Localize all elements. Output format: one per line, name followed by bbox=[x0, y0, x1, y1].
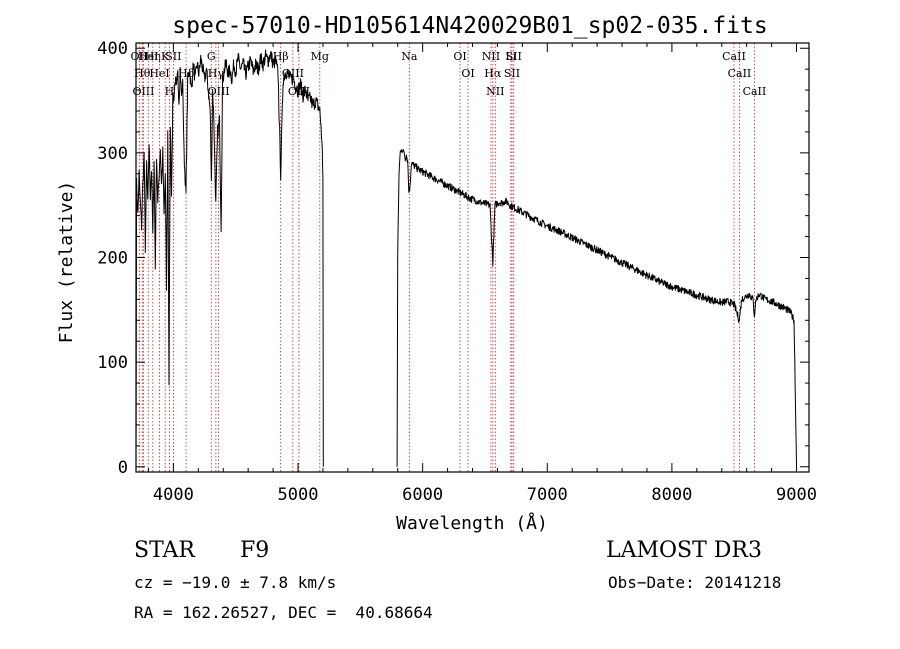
plot-frame bbox=[135, 42, 810, 473]
y-tick-label: 400 bbox=[97, 39, 128, 59]
line-marker-label: NII bbox=[486, 85, 504, 98]
line-marker-label: Hα bbox=[484, 67, 502, 80]
line-marker-label: G bbox=[207, 50, 216, 63]
line-marker-label: OIII bbox=[208, 85, 230, 98]
x-tick-label: 5000 bbox=[278, 485, 319, 505]
y-tick-label: 200 bbox=[97, 249, 128, 269]
x-tick-label: 7000 bbox=[527, 485, 568, 505]
line-marker-label: Na bbox=[401, 50, 418, 63]
line-marker-label: OI bbox=[453, 50, 466, 63]
spectrum-series bbox=[135, 49, 797, 467]
line-marker-label: CaII bbox=[722, 50, 746, 63]
line-marker-label: NII bbox=[482, 50, 500, 63]
chart-title: spec-57010-HD105614N420029B01_sp02-035.f… bbox=[172, 13, 767, 39]
line-marker-label: SII bbox=[504, 67, 520, 80]
y-axis-ticks: 0 100 200 300 400 bbox=[97, 39, 809, 478]
spectrum-segment-2 bbox=[396, 148, 797, 467]
line-marker-label: Mg bbox=[311, 50, 329, 63]
line-marker-label: CaII bbox=[728, 67, 752, 80]
line-marker-label: K bbox=[161, 50, 170, 63]
line-marker-label: SII bbox=[506, 50, 522, 63]
line-marker-label: Hη bbox=[145, 50, 161, 63]
line-marker-label: OII bbox=[131, 50, 149, 63]
line-marker-label: HeI bbox=[149, 67, 169, 80]
y-tick-label: 100 bbox=[97, 353, 128, 373]
line-marker-label: HeI bbox=[138, 50, 158, 63]
y-tick-label: 0 bbox=[118, 458, 128, 478]
line-marker-label: Li bbox=[505, 50, 516, 63]
y-tick-label: 300 bbox=[97, 144, 128, 164]
x-tick-label: 6000 bbox=[402, 485, 443, 505]
survey-name: LAMOST DR3 bbox=[606, 538, 762, 563]
line-marker-label: SII bbox=[165, 50, 181, 63]
redshift-velocity: cz = −19.0 ± 7.8 km/s bbox=[134, 573, 337, 592]
line-marker-label: OIII bbox=[132, 85, 154, 98]
line-marker-label: Hθ bbox=[134, 67, 151, 80]
emission-line-markers: OIIHθOIIIHeIHηHeIKHSIIHδGHγOIIIHβOIIIOII… bbox=[131, 43, 767, 472]
x-axis-label: Wavelength (Å) bbox=[396, 512, 548, 534]
object-class: STAR bbox=[134, 538, 195, 563]
observation-date: Obs−Date: 20141218 bbox=[608, 573, 782, 592]
line-marker-label: CaII bbox=[743, 85, 767, 98]
sky-coordinates: RA = 162.26527, DEC = 40.68664 bbox=[134, 603, 433, 622]
y-axis-label: Flux (relative) bbox=[56, 181, 77, 344]
x-tick-label: 9000 bbox=[776, 485, 817, 505]
x-axis-ticks: 4000 5000 6000 7000 8000 9000 bbox=[147, 43, 817, 505]
line-marker-label: H bbox=[165, 85, 175, 98]
line-marker-label: OI bbox=[461, 67, 474, 80]
x-tick-label: 4000 bbox=[153, 485, 194, 505]
spectrum-segment-1 bbox=[135, 49, 324, 467]
line-marker-label: Hγ bbox=[208, 67, 225, 80]
object-subclass: F9 bbox=[240, 538, 270, 563]
x-tick-label: 8000 bbox=[651, 485, 692, 505]
